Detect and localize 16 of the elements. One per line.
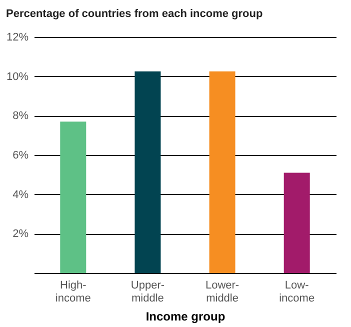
y-tick-label: 12% xyxy=(6,32,29,44)
x-tick-label: Lower- middle xyxy=(205,280,240,304)
x-tick-label: High- income xyxy=(55,280,91,304)
x-tick-label: Upper- middle xyxy=(130,280,165,304)
y-tick-label: 10% xyxy=(6,70,29,83)
chart-title: Percentage of countries from each income group xyxy=(6,8,263,20)
bar xyxy=(134,71,161,273)
bar xyxy=(209,71,236,273)
y-tick-label: 4% xyxy=(12,188,29,201)
x-axis-title: Income group xyxy=(146,310,226,324)
bar xyxy=(60,122,86,273)
y-tick-label: 8% xyxy=(12,110,29,122)
x-tick-label: Low- income xyxy=(279,280,315,304)
y-tick-label: 2% xyxy=(12,228,29,240)
y-tick-label: 6% xyxy=(12,150,29,162)
bar xyxy=(284,172,310,273)
